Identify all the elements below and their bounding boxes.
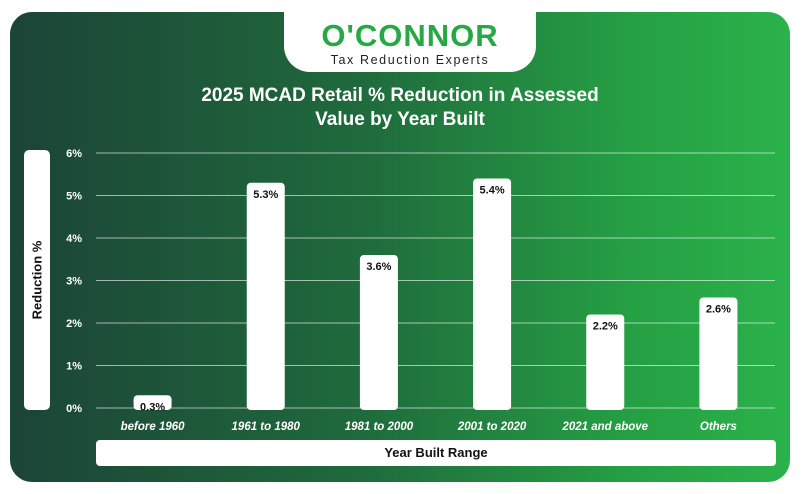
logo: O'CONNOR Tax Reduction Experts: [284, 12, 536, 72]
y-tick-label: 4%: [66, 233, 82, 245]
y-axis-label-box: Reduction %: [24, 150, 50, 410]
x-tick-label: 2001 to 2020: [457, 421, 527, 433]
bar: [246, 182, 285, 410]
chart-title-line-2: Value by Year Built: [315, 109, 485, 130]
bar: [586, 314, 625, 410]
x-tick-label: Others: [700, 421, 737, 433]
y-tick-label: 6%: [66, 148, 82, 160]
x-axis-label: Year Built Range: [96, 440, 776, 466]
bar-value-label: 2.2%: [593, 321, 618, 333]
chart-card: O'CONNOR Tax Reduction Experts 2025 MCAD…: [10, 12, 790, 482]
y-tick-label: 5%: [66, 191, 82, 203]
bar-value-label: 3.6%: [366, 261, 391, 273]
chart-title-line-1: 2025 MCAD Retail % Reduction in Assessed: [201, 85, 599, 106]
y-tick-label: 3%: [66, 276, 82, 288]
bar-chart: 0% 1% 2% 3% 4% 5% 6% 0.3% before 1960 5.3% 1961 to…: [66, 148, 775, 433]
logo-tagline: Tax Reduction Experts: [330, 53, 490, 67]
bar-value-label: 0.3%: [140, 401, 165, 413]
bar: [699, 297, 738, 410]
bar-value-label: 5.3%: [253, 189, 278, 201]
x-tick-label: 2021 and above: [561, 421, 648, 433]
y-tick-label: 0%: [66, 403, 82, 415]
x-tick-label: before 1960: [121, 421, 186, 433]
y-tick-label: 1%: [66, 361, 82, 373]
bar: [133, 395, 172, 410]
bar: [473, 178, 512, 410]
bar-value-label: 5.4%: [480, 185, 505, 197]
x-tick-label: 1961 to 1980: [232, 421, 301, 433]
logo-wordmark: O'CONNOR: [321, 18, 499, 53]
x-tick-label: 1981 to 2000: [345, 421, 414, 433]
y-tick-label: 2%: [66, 318, 82, 330]
bar-value-label: 2.6%: [706, 304, 731, 316]
bar: [359, 255, 398, 410]
